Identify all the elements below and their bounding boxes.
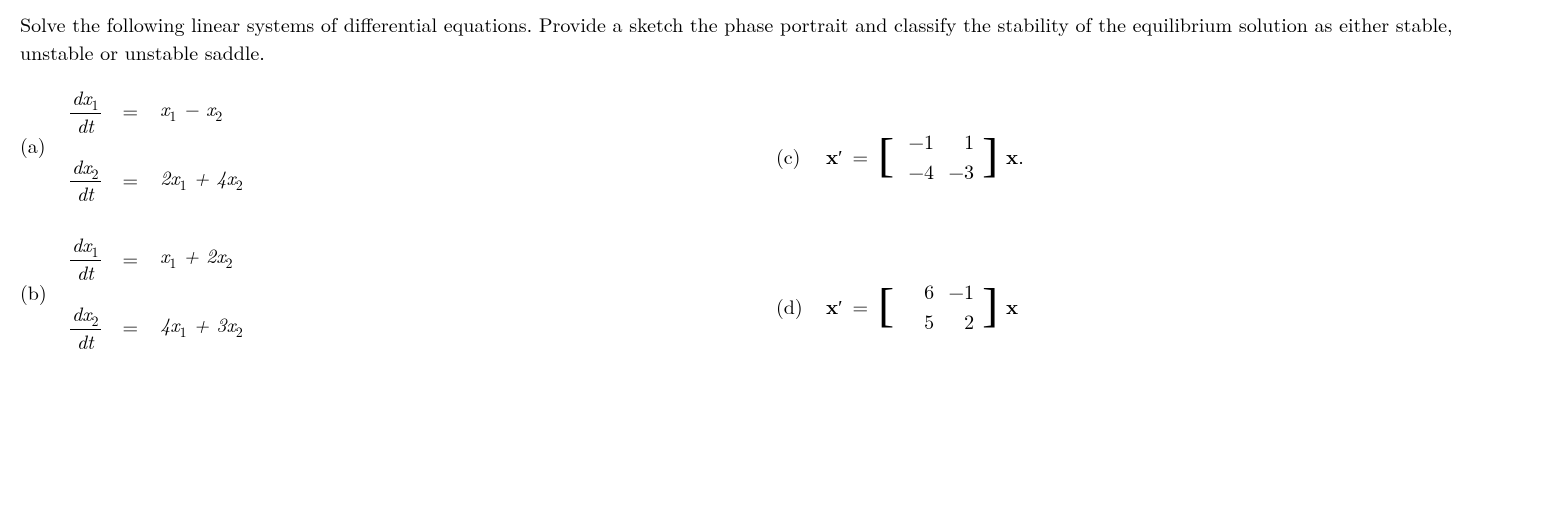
rhs-b2: 4x1 + 3x2 xyxy=(160,310,243,343)
eq-b1: dx1 dt = x1 + 2x2 xyxy=(70,233,243,282)
system-a: dx1 dt = x1 − x2 dx2 dt = 2x1 + 4x2 xyxy=(70,86,243,203)
mc-11: −3 xyxy=(938,156,978,186)
lbracket-d: [ xyxy=(878,282,894,330)
matrix-d: 6 −1 5 2 xyxy=(898,276,978,336)
system-b: dx1 dt = x1 + 2x2 dx2 dt = 4x1 + 3x2 xyxy=(70,233,243,350)
rhs-b1: x1 + 2x2 xyxy=(160,241,232,274)
problem-d: (d) x′ = [ 6 −1 5 2 ] x xyxy=(776,276,1532,336)
frac-b2: dx2 dt xyxy=(70,302,101,351)
num-a2: dx xyxy=(72,151,92,180)
rhsvec-d: x xyxy=(1006,291,1018,320)
den-a2: dt xyxy=(75,182,96,203)
num-b2: dx xyxy=(72,298,92,327)
equals-b2: = xyxy=(123,312,139,340)
rbracket-d: ] xyxy=(982,282,998,330)
num-b1: dx xyxy=(72,229,92,258)
problem-intro: Solve the following linear systems of di… xyxy=(20,10,1532,66)
problem-a: (a) dx1 dt = x1 − x2 dx2 dt = 2x1 xyxy=(20,86,776,203)
den-b1: dt xyxy=(75,261,96,282)
eq-b2: dx2 dt = 4x1 + 3x2 xyxy=(70,302,243,351)
equals-b1: = xyxy=(123,244,139,272)
label-a: (a) xyxy=(20,131,70,159)
problem-columns: (a) dx1 dt = x1 − x2 dx2 dt = 2x1 xyxy=(20,86,1532,381)
den-a1: dt xyxy=(75,114,96,135)
label-b: (b) xyxy=(20,278,70,306)
md-00: 6 xyxy=(898,276,938,306)
equals-c: = xyxy=(853,142,869,170)
frac-b1: dx1 dt xyxy=(70,233,101,282)
problem-c: (c) x′ = [ −1 1 −4 −3 ] x. xyxy=(776,126,1532,186)
rhs-a1: x1 − x2 xyxy=(160,94,222,127)
right-column: (c) x′ = [ −1 1 −4 −3 ] x. xyxy=(776,86,1532,381)
eq-a2: dx2 dt = 2x1 + 4x2 xyxy=(70,155,243,204)
lbracket-c: [ xyxy=(878,132,894,180)
mc-00: −1 xyxy=(898,126,938,156)
num-a1: dx xyxy=(72,82,92,111)
frac-a1: dx1 dt xyxy=(70,86,101,135)
rhsvec-c: x xyxy=(1006,141,1018,170)
mc-10: −4 xyxy=(898,156,938,186)
eq-a1: dx1 dt = x1 − x2 xyxy=(70,86,243,135)
md-10: 5 xyxy=(898,306,938,336)
rbracket-c: ] xyxy=(982,132,998,180)
matrix-eq-d: x′ = [ 6 −1 5 2 ] x xyxy=(826,276,1018,336)
equals-a2: = xyxy=(123,165,139,193)
rhs-a2: 2x1 + 4x2 xyxy=(160,163,243,196)
trail-c: . xyxy=(1018,141,1024,170)
left-column: (a) dx1 dt = x1 − x2 dx2 dt = 2x1 xyxy=(20,86,776,381)
problem-b: (b) dx1 dt = x1 + 2x2 dx2 dt = 4x1 xyxy=(20,233,776,350)
matrix-c: −1 1 −4 −3 xyxy=(898,126,978,186)
md-01: −1 xyxy=(938,276,978,306)
label-d: (d) xyxy=(776,292,826,320)
equals-a1: = xyxy=(123,96,139,124)
matrix-eq-c: x′ = [ −1 1 −4 −3 ] x. xyxy=(826,126,1024,186)
den-b2: dt xyxy=(75,330,96,351)
lhs-d: x xyxy=(826,292,838,320)
equals-d: = xyxy=(853,292,869,320)
label-c: (c) xyxy=(776,142,826,170)
frac-a2: dx2 dt xyxy=(70,155,101,204)
mc-01: 1 xyxy=(938,126,978,156)
md-11: 2 xyxy=(938,306,978,336)
lhs-c: x xyxy=(826,142,838,170)
